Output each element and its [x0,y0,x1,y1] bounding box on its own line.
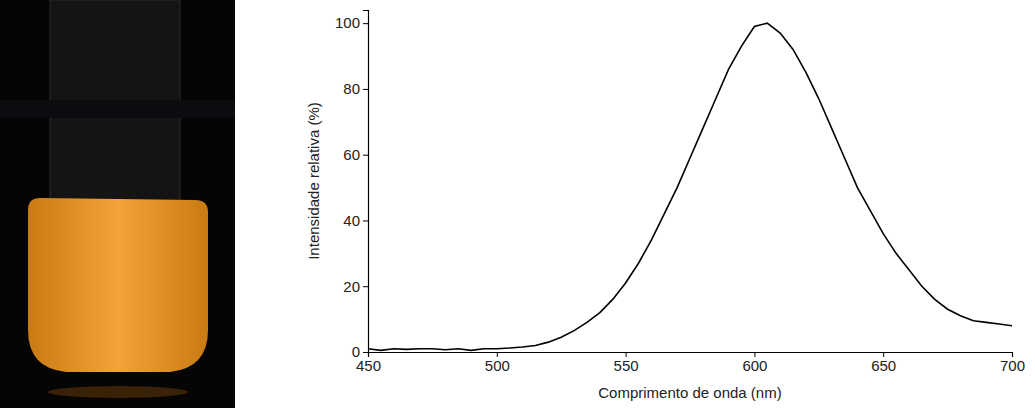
x-axis-title: Comprimento de onda (nm) [598,384,781,401]
vial-reflection [48,386,188,398]
tick-label: 600 [742,357,767,374]
tick: 80 [343,80,368,97]
tick-mark [363,23,368,24]
tick-label: 20 [343,278,360,295]
tick-label: 650 [871,357,896,374]
tick-label: 60 [343,146,360,163]
tick: 500 [485,352,510,374]
tick: 0 [352,343,368,360]
plot: 450500550600650700020406080100 [335,11,1025,374]
tick-mark [363,89,368,90]
series [368,23,1012,350]
tick: 60 [343,146,368,163]
tick: 700 [1000,352,1025,374]
figure: 450500550600650700020406080100Compriment… [0,0,1035,408]
y-axis: 0 20 40 60 80 100 [335,11,369,361]
photo-background [0,0,235,408]
tick-mark [363,155,368,156]
axis-line [369,353,1013,358]
tick-mark [363,286,368,287]
tick-label: 500 [485,357,510,374]
photo-band [0,100,235,118]
tick: 100 [335,14,368,31]
tick: 40 [343,212,368,229]
tick-label: 100 [335,14,360,31]
tick: 650 [871,352,896,374]
photo [0,0,235,408]
tick-mark [363,352,368,353]
y-axis-title: Intensidade relativa (%) [305,102,322,260]
x-axis: 450500550600650700 [356,352,1025,374]
spectrum-line [368,23,1012,350]
tick-label: 700 [1000,357,1025,374]
tick: 550 [614,352,639,374]
tick: 20 [343,278,368,295]
tick-label: 40 [343,212,360,229]
tick-label: 80 [343,80,360,97]
vial-liquid [28,198,208,372]
axis-line [363,11,369,353]
tick-label: 550 [614,357,639,374]
tick: 600 [742,352,767,374]
tick-mark [363,220,368,221]
tick-label: 0 [352,343,360,360]
